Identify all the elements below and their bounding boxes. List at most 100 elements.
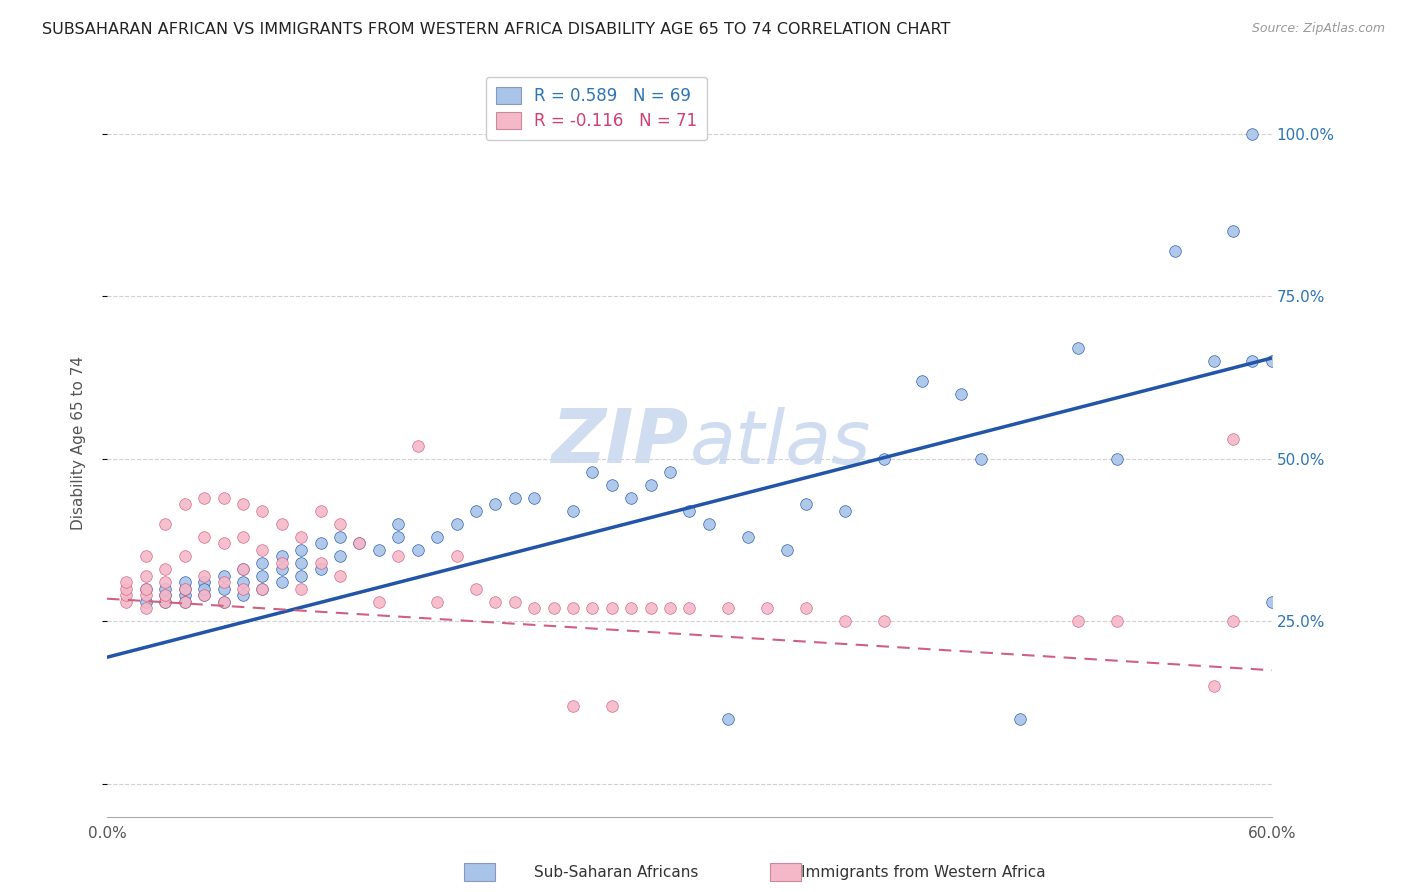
- Point: [1222, 224, 1244, 238]
- Point: [173, 497, 195, 511]
- Point: [503, 595, 526, 609]
- Point: [1202, 354, 1225, 368]
- Point: [155, 589, 177, 603]
- Point: [232, 562, 254, 576]
- Point: [562, 698, 585, 713]
- Point: [212, 582, 235, 596]
- Point: [484, 497, 506, 511]
- Point: [620, 491, 643, 505]
- Point: [581, 465, 603, 479]
- Point: [1067, 615, 1090, 629]
- Point: [756, 601, 779, 615]
- Point: [581, 601, 603, 615]
- Text: Sub-Saharan Africans: Sub-Saharan Africans: [534, 865, 699, 880]
- Point: [387, 530, 409, 544]
- Point: [290, 582, 312, 596]
- Point: [717, 601, 740, 615]
- Point: [135, 595, 157, 609]
- Y-axis label: Disability Age 65 to 74: Disability Age 65 to 74: [72, 356, 86, 530]
- Point: [135, 582, 157, 596]
- Point: [600, 698, 623, 713]
- Point: [155, 582, 177, 596]
- Point: [232, 530, 254, 544]
- Point: [600, 478, 623, 492]
- Point: [232, 497, 254, 511]
- Point: [1105, 451, 1128, 466]
- Point: [252, 556, 274, 570]
- Point: [406, 542, 429, 557]
- Point: [232, 562, 254, 576]
- Point: [446, 516, 468, 531]
- Point: [232, 575, 254, 590]
- Text: SUBSAHARAN AFRICAN VS IMMIGRANTS FROM WESTERN AFRICA DISABILITY AGE 65 TO 74 COR: SUBSAHARAN AFRICAN VS IMMIGRANTS FROM WE…: [42, 22, 950, 37]
- Point: [193, 491, 215, 505]
- Point: [620, 601, 643, 615]
- Point: [465, 504, 488, 518]
- Point: [349, 536, 371, 550]
- Point: [135, 601, 157, 615]
- Point: [329, 516, 352, 531]
- Point: [115, 582, 138, 596]
- Point: [1008, 712, 1031, 726]
- Point: [387, 516, 409, 531]
- Point: [678, 504, 700, 518]
- Point: [173, 595, 195, 609]
- Point: [484, 595, 506, 609]
- Point: [503, 491, 526, 505]
- Point: [872, 451, 894, 466]
- Point: [543, 601, 565, 615]
- Point: [329, 530, 352, 544]
- Point: [193, 582, 215, 596]
- Point: [193, 569, 215, 583]
- Point: [659, 465, 682, 479]
- Point: [173, 582, 195, 596]
- Point: [1261, 595, 1284, 609]
- Point: [212, 536, 235, 550]
- Text: Source: ZipAtlas.com: Source: ZipAtlas.com: [1251, 22, 1385, 36]
- Point: [290, 569, 312, 583]
- Point: [309, 536, 332, 550]
- Point: [252, 582, 274, 596]
- Point: [1202, 680, 1225, 694]
- Text: ZIP: ZIP: [553, 406, 689, 479]
- Text: atlas: atlas: [689, 407, 870, 479]
- Point: [212, 575, 235, 590]
- Point: [465, 582, 488, 596]
- Point: [367, 595, 389, 609]
- Point: [173, 582, 195, 596]
- Point: [173, 595, 195, 609]
- Point: [640, 601, 662, 615]
- Point: [950, 386, 973, 401]
- Point: [406, 439, 429, 453]
- Point: [794, 497, 817, 511]
- Point: [155, 595, 177, 609]
- Point: [290, 542, 312, 557]
- Point: [562, 504, 585, 518]
- Point: [232, 582, 254, 596]
- Point: [212, 491, 235, 505]
- Point: [1164, 244, 1187, 258]
- Point: [155, 516, 177, 531]
- Point: [834, 615, 856, 629]
- Text: Immigrants from Western Africa: Immigrants from Western Africa: [801, 865, 1046, 880]
- Point: [173, 549, 195, 564]
- Point: [270, 562, 292, 576]
- Point: [1241, 354, 1264, 368]
- Point: [193, 589, 215, 603]
- Point: [155, 589, 177, 603]
- Point: [367, 542, 389, 557]
- Point: [270, 516, 292, 531]
- Point: [155, 562, 177, 576]
- Point: [775, 542, 797, 557]
- Point: [193, 589, 215, 603]
- Point: [426, 530, 449, 544]
- Point: [212, 569, 235, 583]
- Point: [135, 582, 157, 596]
- Point: [193, 530, 215, 544]
- Point: [640, 478, 662, 492]
- Point: [252, 582, 274, 596]
- Point: [115, 595, 138, 609]
- Legend: R = 0.589   N = 69, R = -0.116   N = 71: R = 0.589 N = 69, R = -0.116 N = 71: [485, 77, 707, 140]
- Point: [155, 575, 177, 590]
- Point: [1067, 341, 1090, 355]
